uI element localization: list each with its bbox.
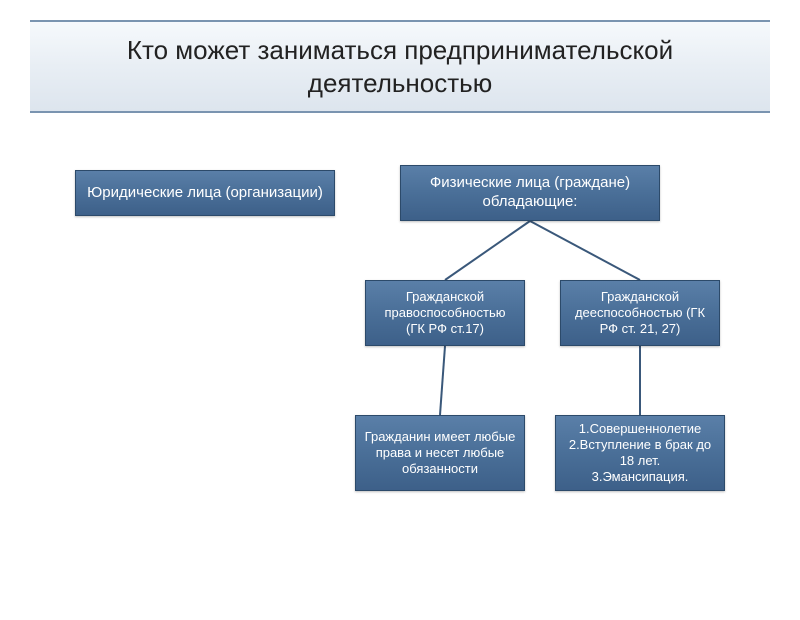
node-rights: Гражданин имеет любые права и несет любы… [355, 415, 525, 491]
node-capacity: Гражданской правоспособностью (ГК РФ ст.… [365, 280, 525, 346]
node-ability: Гражданской дееспособностью (ГК РФ ст. 2… [560, 280, 720, 346]
edge-physical-capacity [445, 221, 530, 280]
node-label: Гражданской правоспособностью (ГК РФ ст.… [374, 289, 516, 338]
edge-physical-ability [530, 221, 640, 280]
node-label: Юридические лица (организации) [87, 184, 323, 203]
node-physical: Физические лица (граждане) обладающие: [400, 165, 660, 221]
node-label: Гражданин имеет любые права и несет любы… [364, 429, 516, 478]
edge-capacity-rights [440, 346, 445, 415]
page-title: Кто может заниматься предпринимательской… [30, 20, 770, 113]
node-label: Физические лица (граждане) обладающие: [409, 174, 651, 212]
node-adult: 1.Совершеннолетие 2.Вступление в брак до… [555, 415, 725, 491]
node-legal: Юридические лица (организации) [75, 170, 335, 216]
title-text: Кто может заниматься предпринимательской… [127, 35, 673, 98]
node-label: Гражданской дееспособностью (ГК РФ ст. 2… [569, 289, 711, 338]
node-label: 1.Совершеннолетие 2.Вступление в брак до… [564, 421, 716, 486]
